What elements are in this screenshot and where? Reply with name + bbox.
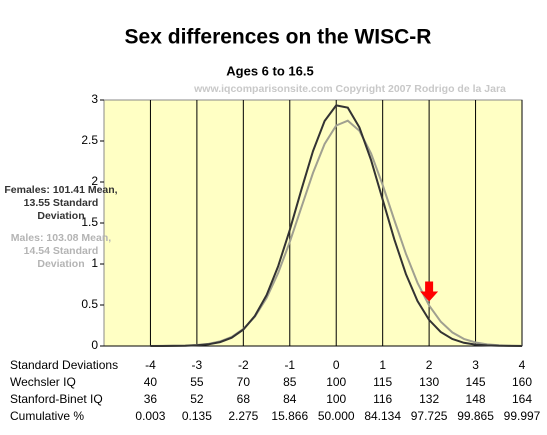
table-cell: 36 (144, 392, 158, 406)
arrow (420, 281, 439, 302)
x-tick-label: 0 (333, 358, 340, 372)
table-cell: 145 (466, 375, 486, 389)
male-note: Males: 103.08 Mean, 14.54 Standard Devia… (10, 232, 112, 270)
table-cell: 55 (190, 375, 204, 389)
table-cell: 115 (373, 375, 392, 389)
y-tick-label: 2.5 (81, 133, 98, 147)
y-tick-label: 0.5 (81, 297, 98, 311)
table-cell: 85 (283, 375, 297, 389)
x-tick-label: -2 (238, 358, 249, 372)
x-tick-label: -1 (284, 358, 295, 372)
x-tick-label: 2 (426, 358, 433, 372)
table-cell: 68 (237, 392, 251, 406)
female-note: Females: 101.41 Mean, 13.55 Standard Dev… (4, 184, 118, 222)
table-cell: 132 (419, 392, 439, 406)
table-cell: 84.134 (364, 409, 401, 423)
chart-subtitle: Ages 6 to 16.5 (226, 63, 313, 78)
y-tick-label: 2 (91, 174, 98, 188)
curve (150, 104, 523, 347)
table-cell: 15.866 (271, 409, 308, 423)
table-cell: 52 (190, 392, 204, 406)
table-cell: 160 (512, 375, 532, 389)
table-cell: 0.135 (182, 409, 212, 423)
table-cell: 100 (326, 392, 346, 406)
y-tick-label: 3 (91, 92, 98, 106)
x-tick-label: -3 (192, 358, 203, 372)
table-cell: 70 (237, 375, 251, 389)
table-cell: 97.725 (411, 409, 448, 423)
x-tick-label: -4 (145, 358, 156, 372)
table-cell: 99.997 (504, 409, 541, 423)
table-cell: 0.003 (135, 409, 165, 423)
table-cell: 99.865 (457, 409, 494, 423)
row-label: Standard Deviations (10, 358, 118, 372)
row-label: Stanford-Binet IQ (10, 392, 103, 406)
table-cell: 130 (419, 375, 439, 389)
table-cell: 40 (144, 375, 158, 389)
table-cell: 148 (466, 392, 486, 406)
table-cell: 100 (326, 375, 346, 389)
x-tick-label: 1 (379, 358, 386, 372)
x-tick-label: 4 (519, 358, 526, 372)
x-tick-label: 3 (472, 358, 479, 372)
watermark: www.iqcomparisonsite.com Copyright 2007 … (193, 83, 506, 95)
plot-area (103, 99, 523, 347)
table-cell: 2.275 (228, 409, 258, 423)
table-cell: 116 (373, 392, 392, 406)
y-tick-label: 1.5 (81, 215, 98, 229)
y-tick-label: 1 (91, 256, 98, 270)
table-cell: 84 (283, 392, 297, 406)
row-label: Cumulative % (10, 409, 84, 423)
row-label: Wechsler IQ (10, 375, 76, 389)
y-tick-label: 0 (91, 338, 98, 352)
chart-title: Sex differences on the WISC-R (125, 26, 432, 49)
table-cell: 50.000 (318, 409, 355, 423)
table-cell: 164 (512, 392, 532, 406)
